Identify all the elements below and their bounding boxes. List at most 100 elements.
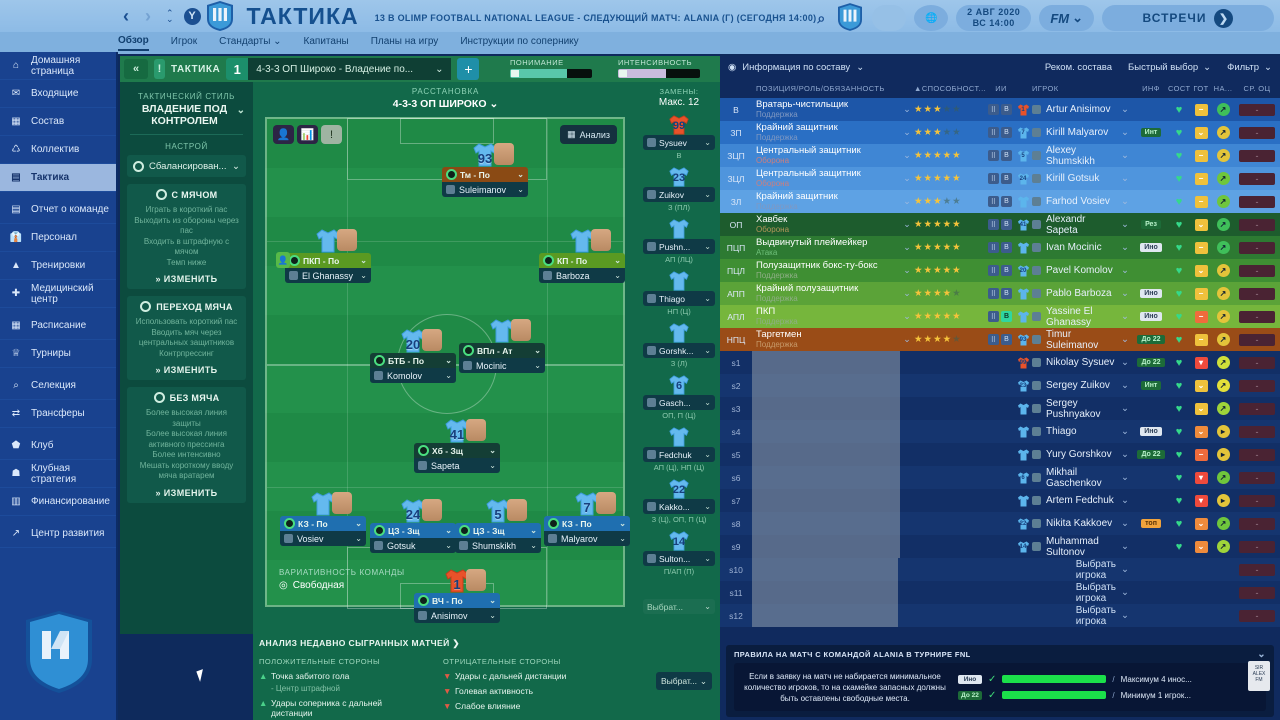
- bench-row[interactable]: s9 14 Muhammad Sultonov ⌄ ♥ ⌄ ↗ -: [720, 535, 1280, 558]
- player-role-row[interactable]: 👤 ПКП - По ⌄: [276, 252, 371, 268]
- subnav-item-5[interactable]: Инструкции по сопернику: [460, 36, 579, 47]
- bench-player-cell[interactable]: Sergey Zuikov: [1032, 380, 1116, 391]
- row-role-block[interactable]: Крайний полузащитник Поддержка: [752, 283, 900, 304]
- filter-button[interactable]: Фильтр ⌄: [1227, 61, 1272, 73]
- player-name-row[interactable]: Gotsuk ⌄: [370, 538, 456, 553]
- row-role-block[interactable]: Вратарь-чистильщик Поддержка: [752, 99, 900, 120]
- chevron-down-icon[interactable]: ⌄: [704, 602, 711, 611]
- row-ii-icons[interactable]: ⠿ B: [988, 150, 1014, 161]
- formation-value-select[interactable]: 4-3-3 ОП ШИРОКО ⌄: [253, 96, 638, 110]
- chevron-down-icon[interactable]: ⌄: [903, 127, 911, 137]
- sidebar-item-входящие[interactable]: ✉ Входящие: [0, 80, 116, 108]
- back-icon[interactable]: ‹: [123, 5, 129, 26]
- match-rules-header[interactable]: ПРАВИЛА НА МАТЧ С КОМАНДОЙ ALANIA В ТУРН…: [726, 645, 1274, 663]
- chevron-down-icon[interactable]: ⌄: [1121, 219, 1129, 230]
- chevron-down-icon[interactable]: ⌄: [903, 196, 911, 206]
- chevron-down-icon[interactable]: ⌄: [445, 541, 452, 550]
- chevron-down-icon[interactable]: ⌄: [445, 526, 452, 535]
- chevron-down-icon[interactable]: ⌄: [903, 334, 911, 344]
- squad-row[interactable]: ОП Хавбек Оборона ⌄ ★ ★ ★ ★ ★ ⠿ B 41 Alexandr Sapeta…: [720, 213, 1280, 236]
- tactic-card-change-button[interactable]: » ИЗМЕНИТЬ: [155, 274, 218, 284]
- chevron-down-icon[interactable]: ⌄: [1121, 449, 1129, 460]
- analysis-button[interactable]: ▦ Анализ: [560, 125, 617, 144]
- row-ii-icons[interactable]: ⠿ B: [988, 173, 1014, 184]
- chevron-down-icon[interactable]: ⌄: [614, 271, 621, 280]
- sub-name-row[interactable]: Gorshk... ⌄: [643, 343, 715, 358]
- bench-player-cell[interactable]: Nikolay Sysuev: [1032, 357, 1116, 368]
- substitute-1[interactable]: 99 Sysuev ⌄ В: [638, 113, 720, 160]
- substitute-9[interactable]: 14 Sulton... ⌄ П/АП (П): [638, 529, 720, 576]
- subnav-item-1[interactable]: Игрок: [170, 36, 198, 47]
- chevron-down-icon[interactable]: ⌄: [704, 554, 711, 563]
- chevron-down-icon[interactable]: ⌄: [1121, 150, 1129, 161]
- tactic-card-change-button[interactable]: » ИЗМЕНИТЬ: [155, 365, 218, 375]
- chevron-down-icon[interactable]: ⌄: [489, 596, 496, 605]
- player-role-row[interactable]: КЗ - По ⌄: [280, 516, 366, 531]
- col-ii[interactable]: ИИ: [995, 83, 1007, 93]
- col-ability[interactable]: ▲СПОСОБНОСТ...: [914, 83, 987, 93]
- chevron-down-icon[interactable]: ⌄: [1121, 564, 1129, 575]
- player-role-row[interactable]: КП - По ⌄: [539, 253, 625, 268]
- chevron-down-icon[interactable]: ⌄: [1121, 380, 1129, 391]
- tactic-slot[interactable]: 1 4-3-3 ОП Широко - Владение по... ⌄: [226, 58, 452, 80]
- bench-row[interactable]: s3 Sergey Pushnyakov ⌄ ♥ ⌄ ↗ -: [720, 397, 1280, 420]
- quick-pick-button[interactable]: Быстрый выбор ⌄: [1128, 61, 1212, 73]
- pitch-player-4[interactable]: ВПл - Ат ⌄ Mocinic ⌄: [459, 309, 545, 373]
- chevron-down-icon[interactable]: ⌄: [903, 150, 911, 160]
- row-player-name-cell[interactable]: Artur Anisimov: [1032, 104, 1116, 115]
- instructions-icon[interactable]: !: [321, 125, 342, 144]
- pitch-player-10[interactable]: 1 ВЧ - По ⌄ Anisimov ⌄: [414, 559, 500, 623]
- chevron-down-icon[interactable]: ⌄: [534, 346, 541, 355]
- row-player-name-cell[interactable]: Alexandr Sapeta: [1032, 214, 1116, 236]
- squad-row[interactable]: ЗЦЛ Центральный защитник Оборона ⌄ ★ ★ ★ ★ ★ ⠿ B 24…: [720, 167, 1280, 190]
- chevron-down-icon[interactable]: ⌄: [619, 519, 626, 528]
- player-name-row[interactable]: Komolov ⌄: [370, 368, 456, 383]
- formation-select[interactable]: 4-3-3 ОП Широко - Владение по... ⌄: [248, 58, 452, 80]
- player-role-row[interactable]: ВЧ - По ⌄: [414, 593, 500, 608]
- row-role-block[interactable]: Крайний защитник Поддержка: [752, 122, 900, 143]
- chevron-down-icon[interactable]: ⌄: [1121, 288, 1129, 299]
- chevron-down-icon[interactable]: ⌄: [1257, 648, 1266, 660]
- row-player-name-cell[interactable]: Farhod Vosiev: [1032, 196, 1116, 207]
- row-ii-icons[interactable]: ⠿ B: [988, 196, 1014, 207]
- chevron-down-icon[interactable]: ⌄: [903, 104, 911, 114]
- bench-row[interactable]: s5 Yury Gorshkov ⌄ До 22 ♥ − ▸ -: [720, 443, 1280, 466]
- bench-row[interactable]: s10 Выбрать игрока ⌄ -: [720, 558, 1280, 581]
- col-avg[interactable]: СР. ОЦ: [1243, 83, 1271, 93]
- chevron-down-icon[interactable]: ⌄: [1121, 610, 1129, 621]
- col-morale[interactable]: НА...: [1213, 83, 1233, 93]
- chevron-down-icon[interactable]: ⌄: [903, 265, 911, 275]
- pitch-player-5[interactable]: 41 Хб - Зщ ⌄ Sapeta ⌄: [414, 409, 500, 473]
- bench-player-cell[interactable]: Выбрать игрока: [1030, 559, 1116, 581]
- chevron-down-icon[interactable]: ⌄: [704, 190, 711, 199]
- chevron-down-icon[interactable]: ⌄: [903, 288, 911, 298]
- row-ii-icons[interactable]: ⠿ B: [988, 104, 1014, 115]
- sub-name-row[interactable]: Kakko... ⌄: [643, 499, 715, 514]
- row-role-block[interactable]: ПКП Поддержка: [752, 306, 900, 327]
- chevron-down-icon[interactable]: ⌄: [1121, 357, 1129, 368]
- bench-row[interactable]: s4 Thiago ⌄ Ино ♥ ⌄ ▸ -: [720, 420, 1280, 443]
- game-date-button[interactable]: 2 АВГ 2020 ВС 14:00: [956, 5, 1032, 31]
- sidebar-item-отчет-о-команде[interactable]: ▤ Отчет о команде: [0, 196, 116, 224]
- subnav-item-3[interactable]: Капитаны: [303, 36, 349, 47]
- chevron-down-icon[interactable]: ⌄: [1121, 104, 1129, 115]
- substitute-5[interactable]: Gorshk... ⌄ З (Л): [638, 321, 720, 368]
- pitch-player-3[interactable]: 20 БТБ - По ⌄ Komolov ⌄: [370, 319, 456, 383]
- chevron-down-icon[interactable]: ⌄: [1121, 334, 1129, 345]
- sub-name-row[interactable]: Pushn... ⌄: [643, 239, 715, 254]
- substitute-2[interactable]: 23 Zuikov ⌄ З (ПЛ): [638, 165, 720, 212]
- chevron-down-icon[interactable]: ⌄: [1121, 173, 1129, 184]
- player-name-row[interactable]: Mocinic ⌄: [459, 358, 545, 373]
- pitch-player-0[interactable]: 93 Тм - По ⌄ Suleimanov ⌄: [442, 133, 528, 197]
- substitute-4[interactable]: Thiago ⌄ НП (Ц): [638, 269, 720, 316]
- chevron-down-icon[interactable]: ⌄: [1121, 311, 1129, 322]
- chevron-down-icon[interactable]: ⌄: [1121, 265, 1129, 276]
- row-ii-icons[interactable]: ⠿ B: [988, 242, 1014, 253]
- player-role-row[interactable]: Хб - Зщ ⌄: [414, 443, 500, 458]
- pitch-player-1[interactable]: 👤 ПКП - По ⌄ El Ghanassy ⌄: [276, 219, 371, 283]
- row-role-block[interactable]: Центральный защитник Оборона: [752, 145, 900, 166]
- subnav-item-0[interactable]: Обзор: [118, 35, 149, 51]
- chevron-down-icon[interactable]: ⌄: [704, 450, 711, 459]
- squad-info-label[interactable]: Информация по составу: [742, 61, 851, 73]
- pitch-player-7[interactable]: 24 ЦЗ - Зщ ⌄ Gotsuk ⌄: [370, 489, 456, 553]
